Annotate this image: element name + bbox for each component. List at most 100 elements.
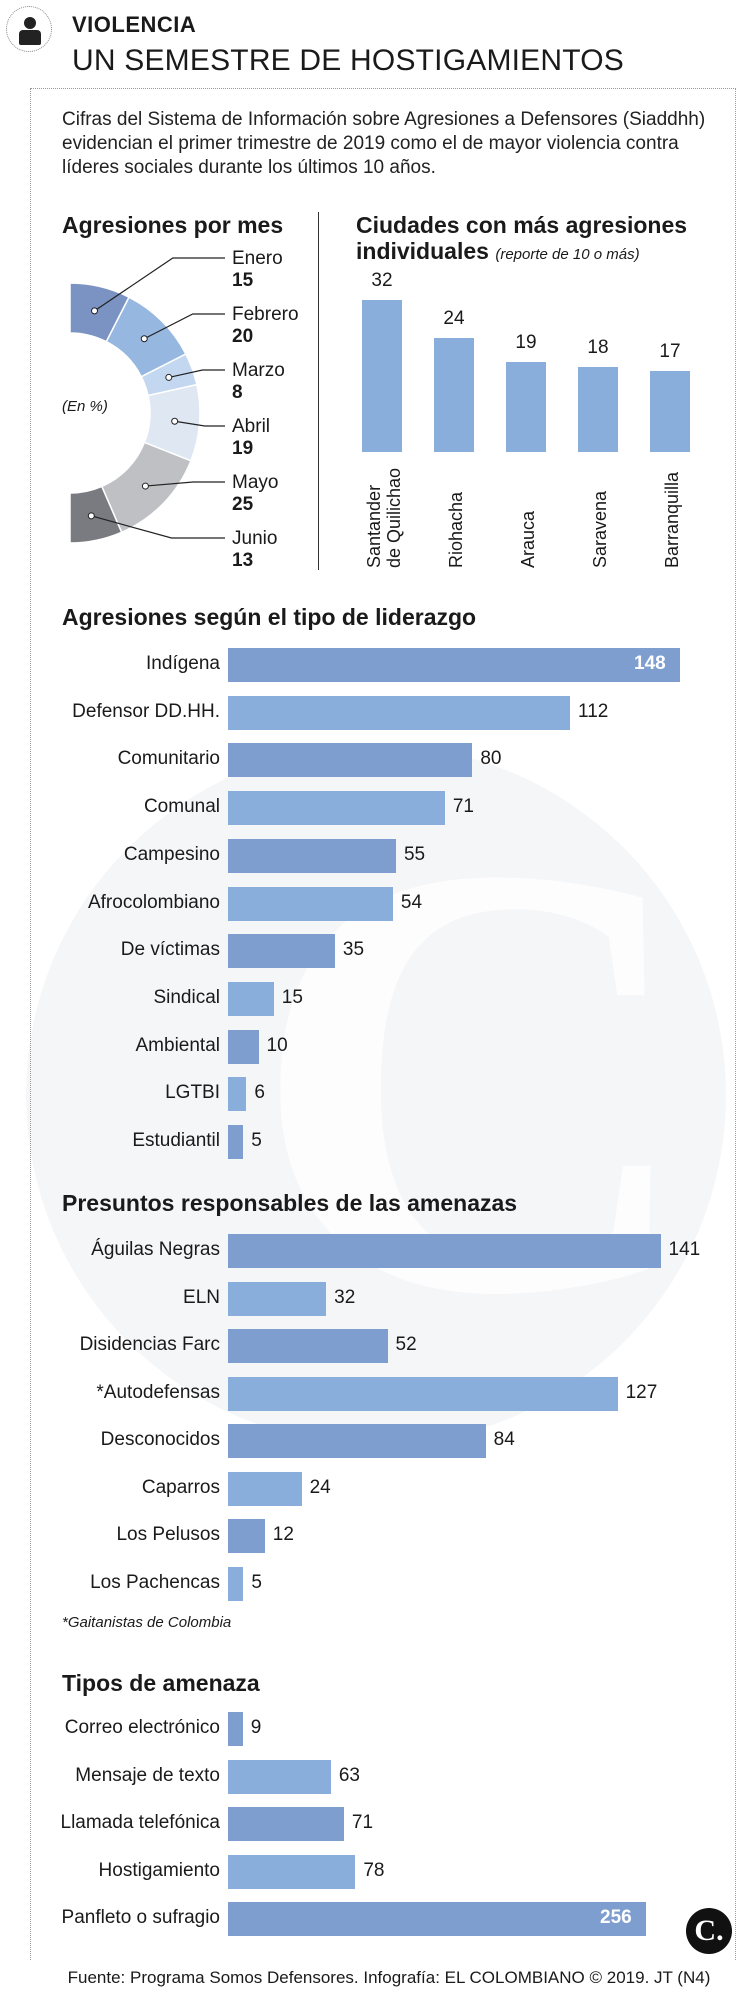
responsibles-footnote: *Gaitanistas de Colombia: [62, 1614, 232, 1631]
city-value-arauca: 19: [515, 331, 537, 353]
threats-bar-llamada-telefonica: [228, 1807, 344, 1841]
leadership-value-campesino: 55: [403, 843, 426, 865]
city-value-santander-de-quilichao: 32: [371, 270, 393, 291]
months-chart-title: Agresiones por mes: [62, 212, 284, 238]
leadership-bar-lgtbi: [228, 1077, 247, 1112]
responsibles-label-los-pelusos: Los Pelusos: [116, 1524, 220, 1545]
responsibles-value-disidencias-farc: 52: [395, 1334, 417, 1355]
leadership-value-defensor-dd-hh: 112: [578, 700, 609, 722]
city-label-saravena: Saravena: [590, 491, 610, 568]
leadership-bar-comunal: [228, 791, 445, 826]
threats-label-hostigamiento: Hostigamiento: [98, 1859, 220, 1881]
city-bar-arauca: [506, 361, 546, 452]
unit-note: (En %): [62, 398, 108, 415]
threats-value-panfleto-o-sufragio: 256: [600, 1907, 632, 1928]
leadership-bar-afrocolombiano: [228, 886, 393, 921]
city-label-line: Riohacha: [446, 491, 466, 568]
leadership-value-ambiental: 10: [266, 1034, 288, 1056]
threats-value-correo-electronico: 9: [250, 1717, 262, 1738]
city-label-arauca: Arauca: [518, 511, 538, 568]
responsibles-value-aguilas-negras: 141: [668, 1239, 701, 1260]
cities-chart-title-text: Ciudades con más agresiones individuales: [356, 212, 688, 264]
leadership-bar-comunitario: [228, 743, 473, 778]
panel-divider: [318, 212, 319, 570]
responsibles-bar-aguilas-negras: [228, 1234, 661, 1268]
leadership-value-de-victimas: 35: [342, 939, 365, 961]
responsibles-value-caparros: 24: [309, 1476, 331, 1498]
leader-dot-marzo: [165, 373, 173, 381]
donut-slice-junio: [69, 485, 123, 544]
responsibles-label-eln: ELN: [183, 1286, 220, 1308]
leadership-label-ambiental: Ambiental: [135, 1034, 221, 1056]
cities-chart-subtitle: (reporte de 10 o más): [495, 246, 640, 263]
leadership-label-estudiantil: Estudiantil: [132, 1130, 220, 1151]
responsibles-label-autodefensas: *Autodefensas: [96, 1381, 220, 1403]
leader-line-junio: [91, 515, 225, 539]
headline: UN SEMESTRE DE HOSTIGAMIENTOS: [72, 44, 624, 77]
leadership-chart-title: Agresiones según el tipo de liderazgo: [62, 604, 477, 630]
leadership-label-sindical: Sindical: [153, 986, 220, 1008]
city-label-santander-de-quilichao: Santander de Quilichao: [364, 468, 404, 568]
city-value-barranquilla: 17: [659, 341, 681, 363]
responsibles-label-desconocidos: Desconocidos: [100, 1429, 220, 1450]
threats-value-mensaje-de-texto: 63: [338, 1764, 360, 1786]
months-donut-chart: [69, 257, 225, 544]
threats-bar-correo-electronico: [228, 1712, 243, 1746]
responsibles-value-autodefensas: 127: [625, 1381, 658, 1403]
leadership-label-campesino: Campesino: [123, 843, 220, 865]
responsibles-value-eln: 32: [334, 1286, 356, 1308]
month-label-junio: Junio: [232, 528, 278, 549]
city-bar-santander-de-quilichao: [362, 300, 402, 452]
threats-label-correo-electronico: Correo electrónico: [64, 1717, 220, 1738]
city-label-line: Saravena: [590, 490, 610, 568]
responsibles-bar-caparros: [228, 1471, 302, 1506]
month-label-febrero: Febrero: [232, 304, 299, 325]
leadership-label-comunitario: Comunitario: [117, 748, 220, 770]
leadership-label-de-victimas: De víctimas: [120, 939, 220, 961]
leader-line-febrero: [143, 313, 225, 340]
leadership-bar-defensor-dd-hh: [228, 695, 571, 730]
responsibles-value-los-pelusos: 12: [272, 1524, 294, 1545]
city-value-saravena: 18: [587, 336, 609, 358]
threat-types-chart-title: Tipos de amenaza: [62, 1670, 260, 1696]
responsibles-value-desconocidos: 84: [493, 1429, 515, 1450]
section-tag: VIOLENCIA: [72, 12, 197, 37]
leader-dot-junio: [87, 512, 95, 520]
city-label-line: Santander: [364, 484, 384, 568]
threats-value-llamada-telefonica: 71: [351, 1812, 374, 1833]
city-label-line: Arauca: [518, 510, 538, 568]
leadership-label-indigena: Indígena: [146, 653, 220, 674]
threats-label-panfleto-o-sufragio: Panfleto o sufragio: [61, 1907, 220, 1928]
city-label-line: Barranquilla: [662, 471, 682, 568]
cities-chart-title: Ciudades con más agresiones individuales…: [356, 212, 751, 268]
city-bar-saravena: [578, 366, 618, 452]
leader-line-abril: [174, 420, 225, 427]
month-value-enero: 15: [232, 270, 254, 291]
content-frame: [30, 88, 736, 1960]
leadership-value-afrocolombiano: 54: [400, 891, 423, 913]
leader-line-enero: [94, 257, 225, 312]
leader-dot-enero: [91, 307, 99, 315]
responsibles-bar-eln: [228, 1281, 327, 1316]
leader-dot-mayo: [141, 482, 149, 490]
responsibles-label-aguilas-negras: Águilas Negras: [91, 1239, 220, 1260]
threats-bar-mensaje-de-texto: [228, 1759, 331, 1794]
month-value-marzo: 8: [232, 382, 243, 403]
leadership-value-lgtbi: 6: [254, 1082, 265, 1104]
responsibles-label-caparros: Caparros: [141, 1476, 220, 1498]
responsibles-label-los-pachencas: Los Pachencas: [90, 1571, 220, 1593]
leadership-bar-indigena: [228, 648, 680, 682]
leadership-value-comunal: 71: [452, 796, 474, 818]
city-label-barranquilla: Barranquilla: [662, 472, 682, 568]
month-label-abril: Abril: [232, 416, 271, 437]
month-value-abril: 19: [232, 438, 254, 459]
month-value-junio: 13: [232, 550, 254, 571]
leadership-value-sindical: 15: [281, 986, 303, 1008]
threats-label-mensaje-de-texto: Mensaje de texto: [75, 1764, 220, 1786]
source-footer: Fuente: Programa Somos Defensores. Infog…: [67, 1968, 711, 1987]
responsibles-bar-los-pachencas: [228, 1566, 244, 1601]
leader-line-mayo: [145, 481, 225, 487]
threats-label-llamada-telefonica: Llamada telefónica: [60, 1812, 221, 1833]
leader-dot-febrero: [140, 335, 148, 343]
city-value-riohacha: 24: [443, 308, 465, 329]
